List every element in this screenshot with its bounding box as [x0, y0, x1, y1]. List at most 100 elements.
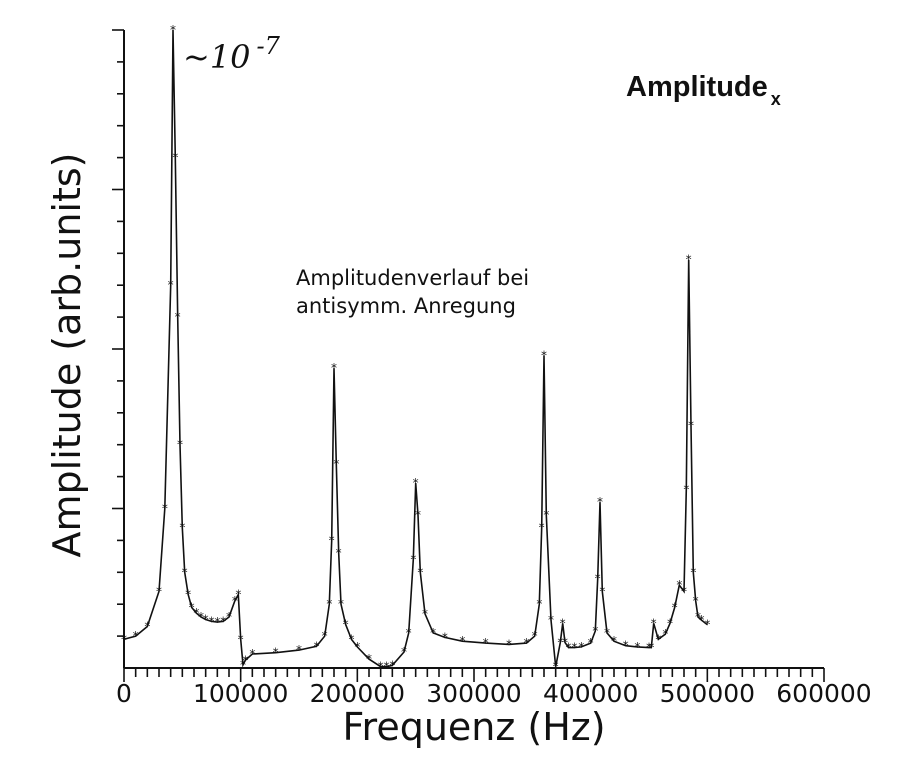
x-tick-label: 100000	[193, 679, 288, 708]
data-point: *	[338, 597, 344, 611]
data-point: *	[422, 607, 428, 621]
data-point: *	[235, 588, 241, 602]
series-line	[123, 29, 708, 668]
data-point: *	[693, 594, 699, 608]
chart-title-subscript: x	[771, 89, 781, 109]
data-point: *	[646, 641, 652, 655]
x-tick-label: 0	[116, 679, 132, 708]
scale-note-exponent: -7	[257, 32, 281, 60]
data-point: *	[548, 613, 554, 627]
data-point: *	[543, 508, 549, 522]
data-point: *	[240, 658, 246, 672]
data-point: *	[704, 618, 710, 632]
data-point: *	[203, 613, 209, 627]
data-point: *	[524, 636, 530, 650]
data-point: *	[242, 653, 248, 667]
data-point: *	[322, 629, 328, 643]
data-point: *	[592, 624, 598, 638]
data-point: *	[296, 643, 302, 657]
data-point: *	[238, 632, 244, 646]
data-point: *	[384, 660, 390, 674]
data-point: *	[566, 641, 572, 655]
data-point: *	[655, 632, 661, 646]
data-point: *	[483, 636, 489, 650]
data-point: *	[220, 614, 226, 628]
data-point: *	[417, 565, 423, 579]
x-axis-title: Frequenz (Hz)	[342, 705, 605, 749]
data-point: *	[648, 641, 654, 655]
axis-ticks: 0 100000 200000 300000 400000 500000 600000	[112, 29, 872, 708]
data-point: *	[410, 553, 416, 567]
data-point: *	[168, 278, 174, 292]
data-point: *	[597, 495, 603, 509]
data-point: *	[133, 629, 139, 643]
data-point: *	[560, 616, 566, 630]
data-point: *	[333, 457, 339, 471]
data-point: *	[623, 639, 629, 653]
chart-title-main: Amplitude	[626, 71, 768, 103]
data-point: *	[331, 361, 337, 375]
data-point: *	[177, 438, 183, 452]
x-tick-label: 200000	[310, 679, 405, 708]
data-point: *	[695, 610, 701, 624]
x-tick-label: 400000	[543, 679, 638, 708]
data-point: *	[214, 615, 220, 629]
data-point: *	[634, 640, 640, 654]
data-point: *	[415, 508, 421, 522]
data-point: *	[611, 634, 617, 648]
data-point: *	[599, 584, 605, 598]
data-point: *	[185, 588, 191, 602]
data-point: *	[189, 600, 195, 614]
data-point: *	[273, 646, 279, 660]
data-point: *	[175, 310, 181, 324]
data-point: *	[578, 640, 584, 654]
data-point: *	[209, 614, 215, 628]
data-point: *	[681, 584, 687, 598]
data-point: *	[366, 652, 372, 666]
data-point: *	[336, 546, 342, 560]
data-point: *	[683, 482, 689, 496]
data-point: *	[699, 613, 705, 627]
data-point: *	[413, 476, 419, 490]
data-point: *	[686, 253, 692, 267]
data-point: *	[378, 660, 384, 674]
data-point: *	[688, 419, 694, 433]
data-point: *	[562, 635, 568, 649]
data-point: *	[536, 597, 542, 611]
data-point: *	[672, 600, 678, 614]
data-point: *	[389, 658, 395, 672]
data-point: *	[326, 597, 332, 611]
scale-note-base: ~10	[183, 38, 251, 76]
data-point: *	[676, 578, 682, 592]
data-point: *	[172, 151, 178, 165]
y-axis-title: Amplitude (arb.units)	[45, 153, 89, 558]
data-point: *	[314, 639, 320, 653]
data-point: *	[442, 630, 448, 644]
data-point: *	[156, 584, 162, 598]
data-point: *	[604, 626, 610, 640]
data-point: *	[553, 660, 559, 674]
data-point: *	[506, 637, 512, 651]
x-tick-label: 500000	[660, 679, 755, 708]
x-tick-label: 600000	[776, 679, 871, 708]
annotation-line-2: antisymm. Anregung	[296, 294, 516, 318]
chart-title: Amplitude x	[626, 71, 781, 109]
data-point: *	[162, 502, 168, 516]
data-point: *	[121, 632, 127, 646]
data-point: *	[662, 627, 668, 641]
series-group: * **************** * * * ****** * * * ***********…	[121, 23, 710, 674]
data-point: *	[539, 521, 545, 535]
data-point: *	[198, 610, 204, 624]
data-point: *	[430, 626, 436, 640]
data-point: *	[354, 640, 360, 654]
data-point: *	[329, 533, 335, 547]
data-point: *	[144, 620, 150, 634]
data-point: *	[667, 616, 673, 630]
data-point: *	[406, 626, 412, 640]
data-point: *	[193, 606, 199, 620]
data-point: *	[249, 647, 255, 661]
data-point: *	[541, 348, 547, 362]
data-point: *	[532, 629, 538, 643]
data-point: *	[343, 618, 349, 632]
